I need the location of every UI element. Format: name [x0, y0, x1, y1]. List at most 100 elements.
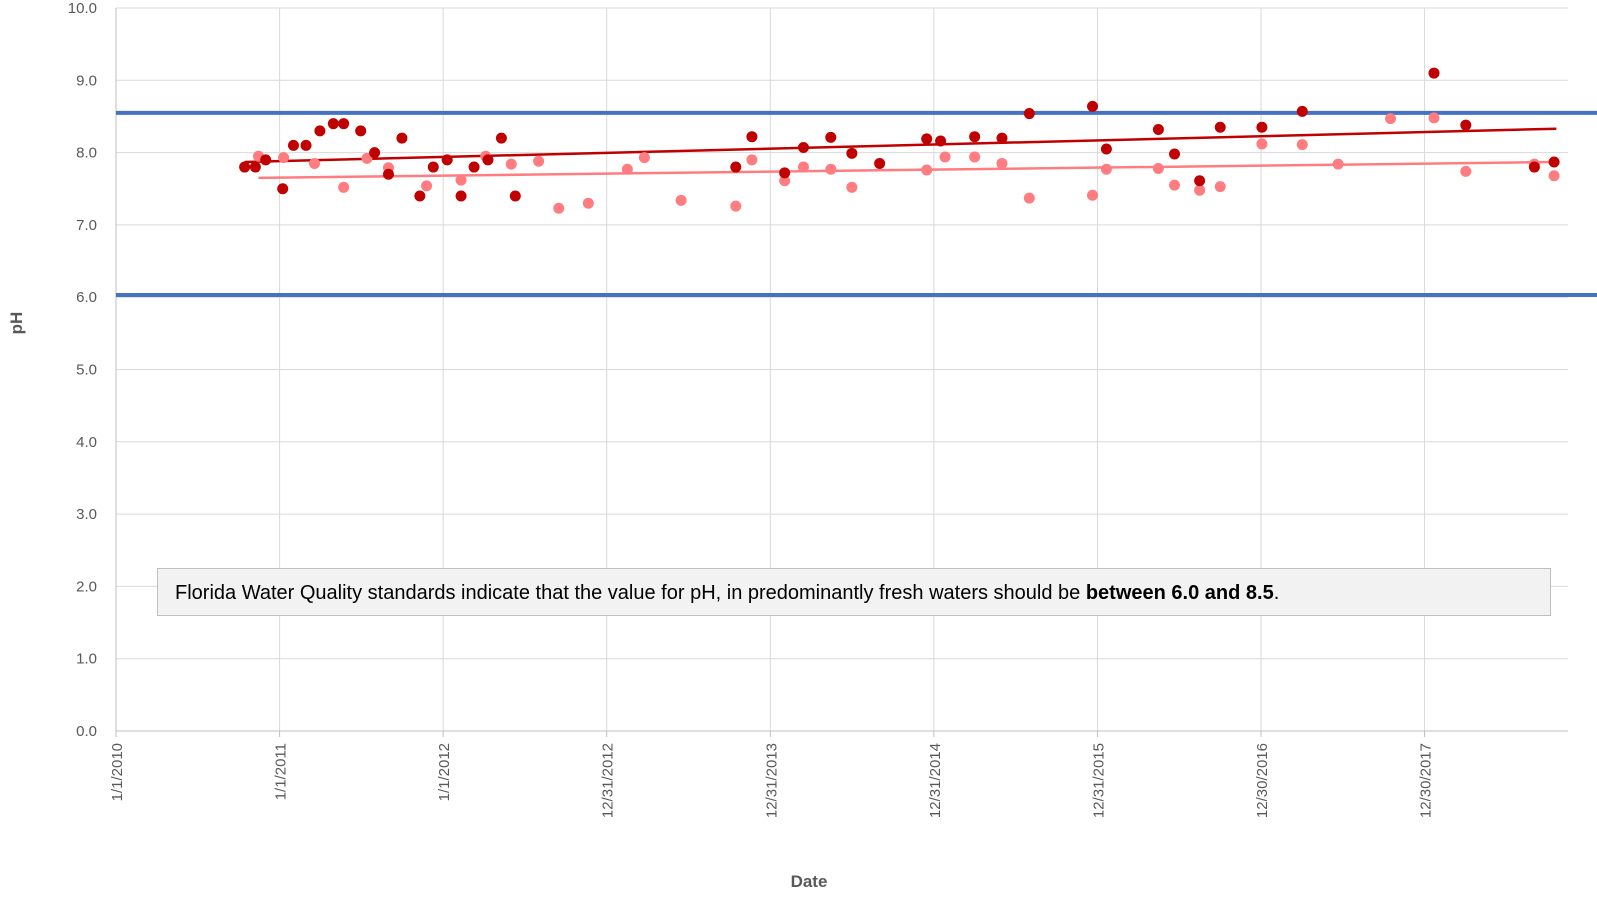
- data-point-series-2: [969, 151, 981, 163]
- data-point-series-2: [1100, 163, 1112, 175]
- x-tick-label: 1/1/2011: [273, 743, 290, 800]
- y-tick-label: 8.0: [76, 145, 97, 162]
- data-point-series-1: [441, 154, 453, 166]
- data-point-series-2: [1548, 170, 1560, 182]
- data-point-series-1: [482, 154, 494, 166]
- data-point-series-2: [1169, 179, 1181, 191]
- data-point-series-1: [382, 168, 394, 180]
- data-point-series-1: [495, 132, 507, 144]
- y-tick-label: 0.0: [76, 723, 97, 740]
- y-tick-label: 4.0: [76, 434, 97, 451]
- data-point-series-2: [553, 202, 565, 214]
- data-point-series-1: [287, 139, 299, 151]
- trendline-2: [258, 160, 1557, 180]
- data-point-series-1: [825, 131, 837, 143]
- data-point-series-2: [1194, 184, 1206, 196]
- data-point-series-1: [509, 190, 521, 202]
- data-point-series-1: [779, 167, 791, 179]
- x-tick-label: 12/31/2012: [600, 743, 617, 818]
- x-tick-label: 12/30/2016: [1254, 743, 1271, 818]
- data-point-series-1: [369, 147, 381, 159]
- y-tick-label: 7.0: [76, 217, 97, 234]
- data-point-series-1: [1152, 123, 1164, 135]
- data-point-series-1: [1194, 175, 1206, 187]
- data-point-series-1: [249, 161, 261, 173]
- data-point-series-1: [427, 161, 439, 173]
- data-point-series-1: [338, 118, 350, 130]
- y-tick-label: 3.0: [76, 506, 97, 523]
- data-point-series-1: [935, 135, 947, 147]
- data-point-series-2: [746, 154, 758, 166]
- x-axis-title: Date: [791, 872, 828, 891]
- x-tick-label: 12/30/2017: [1418, 743, 1435, 818]
- data-point-series-2: [939, 151, 951, 163]
- data-point-series-2: [1296, 139, 1308, 151]
- data-points: [239, 67, 1560, 214]
- data-point-series-2: [638, 152, 650, 164]
- data-point-series-1: [455, 190, 467, 202]
- data-point-series-2: [533, 155, 545, 167]
- data-point-series-1: [996, 132, 1008, 144]
- data-point-series-1: [1296, 105, 1308, 117]
- data-point-series-1: [396, 132, 408, 144]
- y-tick-label: 1.0: [76, 651, 97, 668]
- data-point-series-2: [921, 164, 933, 176]
- data-point-series-1: [1087, 100, 1099, 112]
- data-point-series-1: [468, 161, 480, 173]
- data-point-series-2: [361, 152, 373, 164]
- x-tick-label: 12/31/2014: [927, 743, 944, 818]
- data-point-series-1: [921, 133, 933, 145]
- data-point-series-2: [1460, 165, 1472, 177]
- data-point-series-1: [797, 142, 809, 154]
- y-tick-label: 10.0: [68, 0, 97, 17]
- data-point-series-2: [278, 152, 290, 164]
- data-point-series-2: [846, 181, 858, 193]
- data-point-series-1: [300, 139, 312, 151]
- x-tick-label: 12/31/2013: [763, 743, 780, 818]
- data-point-series-2: [730, 200, 742, 212]
- x-tick-label: 1/1/2010: [109, 743, 126, 801]
- data-point-series-1: [1256, 121, 1268, 133]
- data-point-series-1: [1460, 119, 1472, 131]
- data-point-series-1: [260, 154, 272, 166]
- data-point-series-1: [1023, 108, 1035, 120]
- data-point-series-1: [730, 161, 742, 173]
- data-point-series-1: [1169, 148, 1181, 160]
- data-point-series-2: [825, 163, 837, 175]
- x-tick-label: 12/31/2015: [1090, 743, 1107, 818]
- trendlines: [244, 127, 1557, 180]
- trendline-1: [244, 127, 1557, 164]
- data-point-series-2: [455, 174, 467, 186]
- data-point-series-2: [1214, 181, 1226, 193]
- data-point-series-2: [338, 181, 350, 193]
- data-point-series-2: [779, 175, 791, 187]
- data-point-series-1: [1528, 161, 1540, 173]
- data-point-series-2: [996, 157, 1008, 169]
- y-tick-label: 9.0: [76, 72, 97, 89]
- axes: [115, 8, 1568, 737]
- y-tick-label: 2.0: [76, 578, 97, 595]
- data-point-series-2: [1087, 189, 1099, 201]
- data-point-series-2: [675, 194, 687, 206]
- data-point-series-2: [421, 180, 433, 192]
- data-point-series-1: [1428, 67, 1440, 79]
- data-point-series-1: [327, 118, 339, 130]
- y-tick-label: 6.0: [76, 289, 97, 306]
- data-point-series-1: [277, 183, 289, 195]
- x-tick-labels: 1/1/2010 1/1/2011 1/1/2012 12/31/2012 12/31/…: [109, 743, 1435, 818]
- data-point-series-2: [621, 163, 633, 175]
- data-point-series-2: [1023, 192, 1035, 204]
- data-point-series-1: [846, 147, 858, 159]
- note-text: Florida Water Quality standards indicate…: [175, 582, 1086, 604]
- data-point-series-1: [746, 131, 758, 143]
- data-point-series-1: [414, 190, 426, 202]
- data-point-series-2: [505, 158, 517, 170]
- y-tick-label: 5.0: [76, 362, 97, 379]
- data-point-series-2: [1385, 113, 1397, 125]
- gridlines: [116, 7, 1568, 731]
- note-period: .: [1273, 582, 1280, 604]
- data-point-series-1: [1548, 156, 1560, 168]
- data-point-series-1: [239, 161, 251, 173]
- data-point-series-2: [1256, 138, 1268, 150]
